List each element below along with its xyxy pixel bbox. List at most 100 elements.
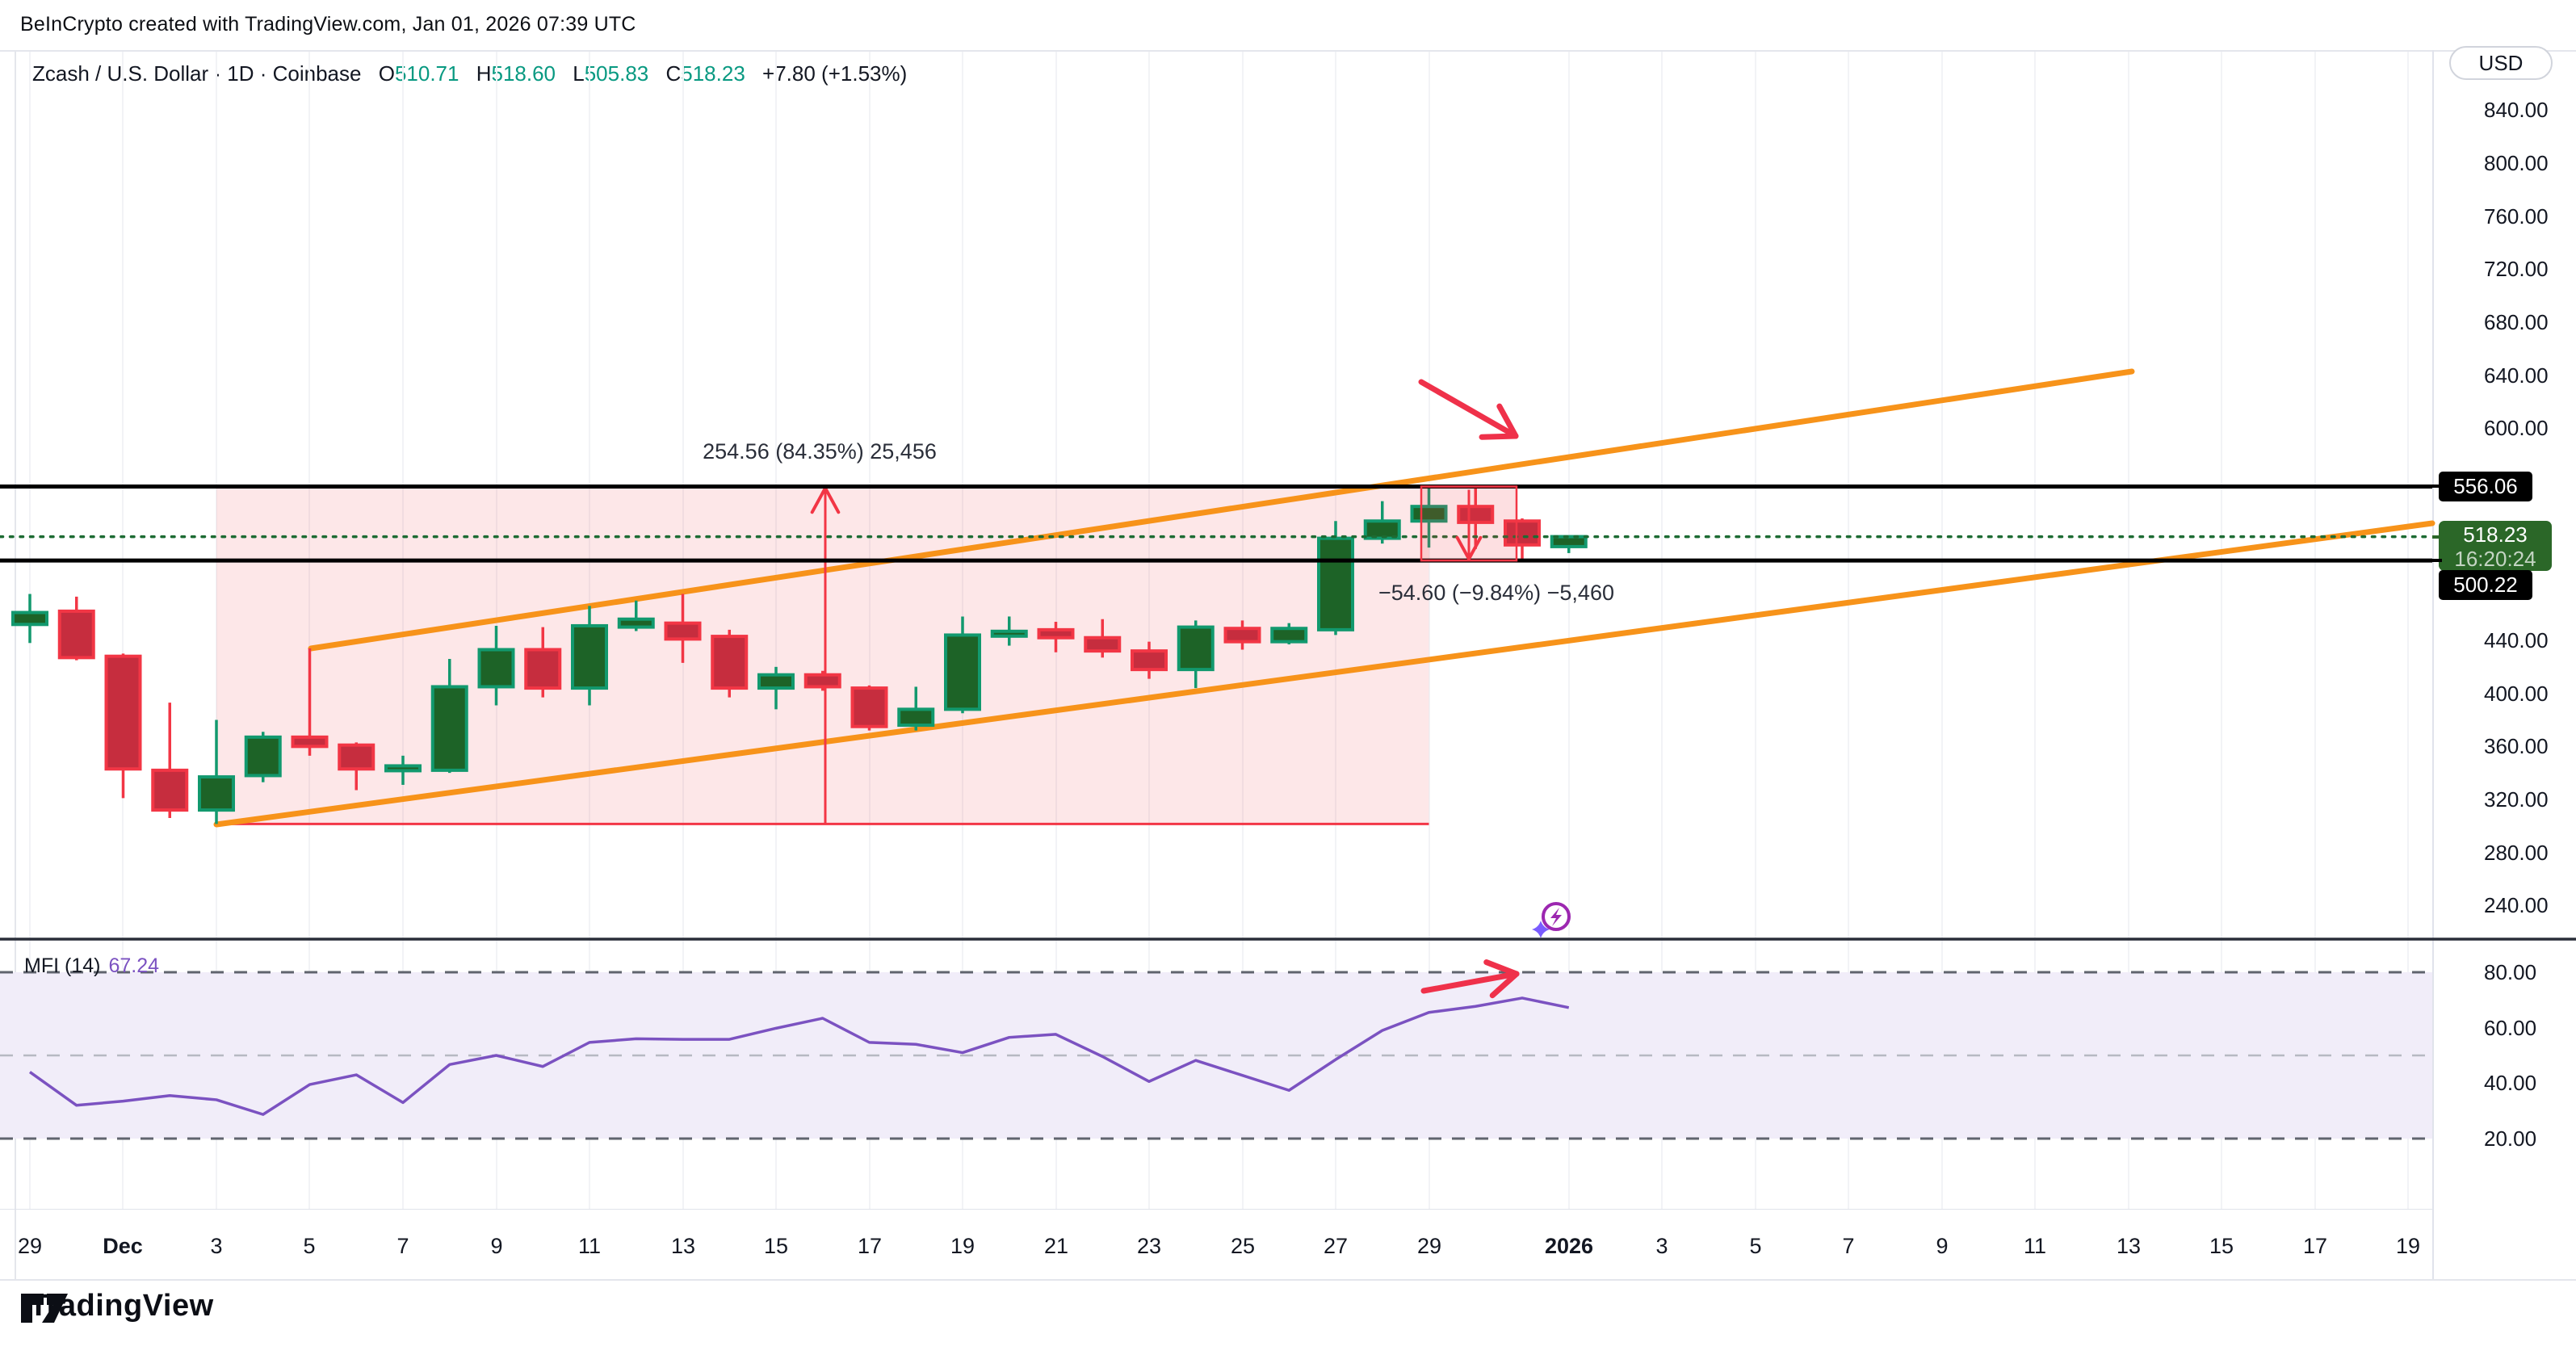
low-label: L <box>573 61 585 86</box>
currency-toggle-button[interactable]: USD <box>2449 46 2553 80</box>
candle-dec-2[interactable] <box>151 768 189 812</box>
time-label-21[interactable]: 21 <box>1043 1234 1069 1258</box>
candle-dec-12[interactable] <box>617 617 655 629</box>
price-tick-label: 600.00 <box>2484 416 2549 441</box>
channel-lower-trendline <box>213 520 2435 828</box>
high-label: H <box>476 61 492 86</box>
candle-dec-16[interactable] <box>803 673 841 689</box>
measure-down-annotation: −54.60 (−9.84%) −5,460 <box>1378 581 1614 605</box>
time-label-19[interactable]: 19 <box>2395 1234 2421 1258</box>
symbol-title[interactable]: Zcash / U.S. Dollar · 1D · Coinbase <box>32 61 362 86</box>
time-label-27[interactable]: 27 <box>1323 1234 1349 1258</box>
candle-dec-3[interactable] <box>198 775 235 812</box>
time-label-19[interactable]: 19 <box>950 1234 975 1258</box>
annotation-arrow-price-head <box>1479 433 1519 440</box>
price-tick-label: 400.00 <box>2484 681 2549 706</box>
time-label-5[interactable]: 5 <box>1749 1234 1762 1258</box>
time-label-17[interactable]: 17 <box>857 1234 883 1258</box>
annotation-arrow-mfi-head <box>1483 959 1520 977</box>
mfi-indicator-legend[interactable]: MFI (14) 67.24 <box>24 954 159 978</box>
candle-dec-8[interactable] <box>430 685 468 772</box>
annotation-arrow-mfi-head <box>1489 971 1520 999</box>
time-label-3[interactable]: 3 <box>1655 1234 1668 1258</box>
tradingview-logo[interactable]: TradingView <box>19 1289 214 1324</box>
time-label-13[interactable]: 13 <box>670 1234 696 1258</box>
price-tick-label: 440.00 <box>2484 628 2549 652</box>
candle-dec-7[interactable] <box>384 764 422 773</box>
time-label-11[interactable]: 11 <box>577 1234 602 1258</box>
time-label-29[interactable]: 29 <box>1416 1234 1442 1258</box>
time-label-9[interactable]: 9 <box>1936 1234 1949 1258</box>
mfi-tick-label: 80.00 <box>2484 960 2537 984</box>
flash-icon[interactable] <box>1542 902 1571 931</box>
open-label: O <box>378 61 395 86</box>
candle-dec-15[interactable] <box>757 673 795 690</box>
axis-tick <box>2432 485 2442 488</box>
candle-dec-11[interactable] <box>571 623 608 690</box>
tradingview-logo-mark <box>21 1294 68 1323</box>
time-label-7[interactable]: 7 <box>396 1234 409 1258</box>
sparkle-icon <box>1532 921 1550 938</box>
candle-dec-21[interactable] <box>1037 627 1075 640</box>
resistance-price-label: 556.06 <box>2439 472 2532 501</box>
candle-dec-22[interactable] <box>1084 636 1122 653</box>
measure-up-arrowhead <box>824 486 841 514</box>
candle-dec-31[interactable] <box>1504 519 1541 547</box>
price-tick-label: 800.00 <box>2484 150 2549 175</box>
low-value: 505.83 <box>584 61 649 86</box>
divider <box>0 1209 2432 1210</box>
time-label-23[interactable]: 23 <box>1136 1234 1162 1258</box>
support-price-label: 500.22 <box>2439 570 2532 600</box>
candle-dec-24[interactable] <box>1177 625 1215 672</box>
divider <box>0 50 2576 52</box>
time-label-5[interactable]: 5 <box>303 1234 316 1258</box>
candle-dec-27[interactable] <box>1317 536 1354 631</box>
candle-dec-25[interactable] <box>1223 627 1261 644</box>
time-label-25[interactable]: 25 <box>1230 1234 1256 1258</box>
mfi-tick-label: 20.00 <box>2484 1126 2537 1151</box>
time-label-2026[interactable]: 2026 <box>1544 1234 1594 1258</box>
candle-dec-26[interactable] <box>1270 627 1308 644</box>
divider <box>15 50 16 1279</box>
annotation-arrow-price-head <box>1496 403 1519 439</box>
candle-dec-19[interactable] <box>944 633 981 711</box>
candle-dec-1[interactable] <box>104 654 142 771</box>
candle-dec-5[interactable] <box>291 735 329 749</box>
time-label-11[interactable]: 11 <box>2023 1234 2047 1258</box>
candle-dec-28[interactable] <box>1363 519 1401 540</box>
candle-jan-1[interactable] <box>1550 535 1588 548</box>
candle-nov-30[interactable] <box>57 609 95 660</box>
bar-countdown: 16:20:24 <box>2454 547 2536 571</box>
candle-dec-6[interactable] <box>338 743 375 771</box>
measured-zone <box>216 486 1429 824</box>
axis-tick <box>2432 559 2442 562</box>
price-tick-label: 360.00 <box>2484 734 2549 759</box>
candle-dec-18[interactable] <box>897 707 935 728</box>
candle-dec-10[interactable] <box>524 648 562 690</box>
candle-dec-13[interactable] <box>664 621 702 641</box>
candle-dec-4[interactable] <box>244 735 282 778</box>
time-label-9[interactable]: 9 <box>490 1234 503 1258</box>
candle-dec-23[interactable] <box>1131 649 1168 672</box>
candle-nov-29[interactable] <box>11 610 48 627</box>
candle-dec-20[interactable] <box>990 629 1028 638</box>
symbol-legend[interactable]: Zcash / U.S. Dollar · 1D · Coinbase O510… <box>32 61 907 86</box>
divider <box>0 1279 2576 1281</box>
candle-dec-17[interactable] <box>850 686 888 728</box>
attribution-text: BeInCrypto created with TradingView.com,… <box>20 13 636 36</box>
price-tick-label: 680.00 <box>2484 309 2549 334</box>
time-label-15[interactable]: 15 <box>763 1234 789 1258</box>
candle-dec-30[interactable] <box>1457 505 1495 524</box>
mfi-line[interactable] <box>28 996 1570 1116</box>
time-label-15[interactable]: 15 <box>2209 1234 2234 1258</box>
time-label-3[interactable]: 3 <box>210 1234 223 1258</box>
candle-dec-9[interactable] <box>477 648 515 689</box>
time-label-17[interactable]: 17 <box>2302 1234 2328 1258</box>
lightning-bolt-icon <box>1550 908 1562 926</box>
time-label-Dec[interactable]: Dec <box>103 1234 143 1258</box>
time-label-29[interactable]: 29 <box>17 1234 43 1258</box>
time-label-13[interactable]: 13 <box>2116 1234 2142 1258</box>
time-label-7[interactable]: 7 <box>1842 1234 1855 1258</box>
candle-dec-14[interactable] <box>711 635 749 690</box>
